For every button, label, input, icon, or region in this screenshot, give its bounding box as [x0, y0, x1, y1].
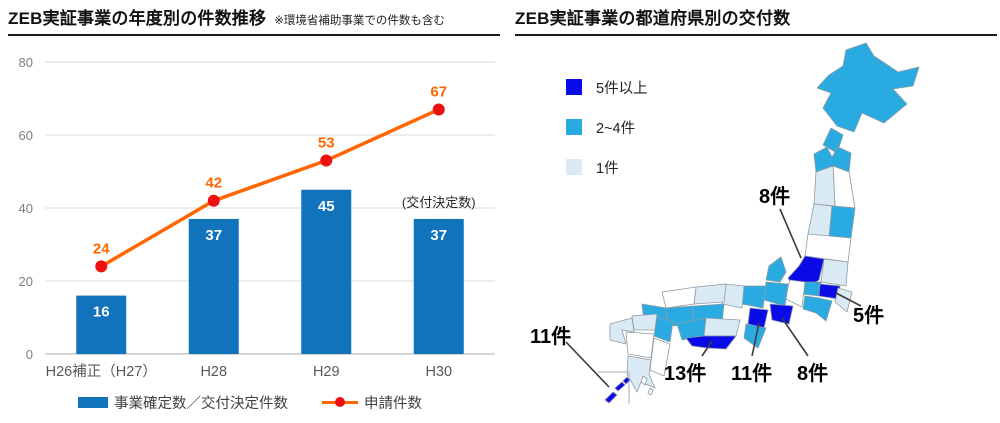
region-hokkaido: [816, 42, 920, 133]
callout-line-tokyo: [835, 292, 862, 307]
line-marker: [207, 194, 220, 207]
region-wakayama-mie: [743, 323, 767, 349]
bar-legend-swatch: [78, 397, 108, 408]
map-panel: ZEB実証事業の都道府県別の交付数: [515, 4, 997, 36]
bar-value-label: 37: [205, 227, 222, 244]
callout-osaka: 11件: [731, 363, 773, 385]
y-axis-tick: 80: [19, 55, 33, 70]
map-legend-row: 5件以上: [566, 78, 648, 97]
bar-H26補正（H27）: [76, 295, 127, 354]
x-axis-label: H26補正（H27）: [46, 363, 157, 380]
right-title-row: ZEB実証事業の都道府県別の交付数: [515, 4, 997, 36]
bar-H30: [413, 218, 464, 354]
legend-item-bars: 事業確定数／交付決定件数: [78, 392, 288, 413]
map-legend-row: 1件: [566, 158, 648, 177]
line-value-label: 53: [318, 135, 335, 152]
right-panel-title: ZEB実証事業の都道府県別の交付数: [515, 9, 791, 28]
region-nagano: [785, 279, 806, 308]
map-legend-row: 2~4件: [566, 118, 648, 137]
bar-legend-label: 事業確定数／交付決定件数: [114, 396, 288, 412]
callout-aichi: 8件: [797, 363, 829, 385]
left-panel-title: ZEB実証事業の年度別の件数推移: [8, 9, 267, 28]
bar-value-label: 45: [318, 198, 335, 215]
region-shimane: [661, 286, 697, 309]
callout-tokyo: 5件: [853, 305, 885, 327]
region-gifu: [763, 281, 789, 307]
region-miyazaki: [649, 337, 671, 377]
region-saga-nagasaki: [609, 317, 635, 345]
region-kanagawa-shizuoka: [802, 295, 833, 322]
region-oita: [653, 315, 674, 343]
line-value-label: 24: [93, 240, 110, 257]
callout-kochi: 13件: [664, 363, 707, 385]
legend-label-2to4: 2~4件: [596, 120, 636, 137]
region-fukuoka: [631, 313, 658, 331]
y-axis-tick: 20: [19, 274, 33, 289]
line-value-label: 42: [205, 175, 222, 192]
trend-chart-panel: ZEB実証事業の年度別の件数推移 ※環境省補助事業での件数も含む: [8, 4, 500, 36]
region-okinawa: [604, 391, 618, 404]
region-shiga-kyoto: [741, 285, 767, 309]
region-okinawa: [614, 381, 626, 392]
region-akita: [813, 165, 836, 207]
line-value-label: 67: [430, 83, 447, 100]
bar-H29: [301, 189, 352, 354]
y-axis-tick: 0: [26, 347, 33, 362]
legend-swatch-2to4: [566, 119, 582, 135]
japan-map-area: 5件以上 2~4件 1件 8件 5件 13件 11件 8件 11件: [510, 36, 1000, 423]
legend-swatch-1: [566, 159, 582, 175]
japan-map: [565, 42, 920, 404]
region-noto-toyama: [765, 256, 787, 283]
line-series: [100, 107, 440, 268]
callout-line-aichi: [781, 317, 809, 357]
x-axis-label: H28: [200, 364, 227, 380]
line-marker: [95, 260, 108, 273]
line-marker: [320, 154, 333, 167]
trend-chart-svg: 0 20 40 60 80 16 H26補正（H27） 37 H28 45 H29 37 H30 (交付決…: [19, 55, 495, 380]
chart-legend: 事業確定数／交付決定件数 申請件数: [0, 392, 500, 413]
bar-value-label: 16: [93, 304, 110, 321]
legend-label-1: 1件: [596, 160, 619, 177]
region-tochigi-ibaraki: [820, 258, 849, 287]
bar-value-label: 37: [430, 227, 447, 244]
region-aichi: [769, 303, 794, 325]
x-axis-label: H29: [313, 364, 340, 380]
callout-line-niigata: [779, 208, 802, 259]
region-kagoshima: [626, 355, 656, 393]
region-iwate: [832, 165, 856, 209]
region-okinawa: [622, 376, 631, 385]
line-legend-marker-icon: [335, 397, 345, 408]
legend-swatch-5plus: [566, 79, 582, 95]
bar-H28: [188, 218, 239, 354]
region-kagoshima-islets: [640, 375, 648, 386]
bar-annotation: (交付決定数): [402, 195, 476, 210]
y-axis-tick: 40: [19, 201, 33, 216]
region-kagoshima-islets: [647, 387, 654, 396]
left-title-row: ZEB実証事業の年度別の件数推移 ※環境省補助事業での件数も含む: [8, 4, 500, 36]
region-miyagi: [828, 205, 856, 239]
line-marker: [432, 103, 445, 116]
callout-line-okinawa: [565, 341, 610, 388]
callout-okinawa: 11件: [530, 326, 572, 348]
line-legend-swatch: [322, 397, 358, 408]
y-axis-tick: 60: [19, 128, 33, 143]
line-legend-label: 申請件数: [364, 396, 422, 412]
okinawa-inset-bracket: [598, 371, 630, 404]
callout-niigata: 8件: [759, 186, 791, 208]
callout-line-osaka: [751, 322, 760, 357]
legend-item-line: 申請件数: [322, 392, 422, 413]
x-axis-label: H30: [425, 364, 452, 380]
region-tottori: [693, 283, 727, 305]
region-yamagata: [807, 203, 833, 239]
legend-label-5plus: 5件以上: [596, 80, 648, 97]
map-legend: 5件以上 2~4件 1件: [566, 78, 648, 198]
region-kumamoto: [625, 331, 655, 359]
region-kagawa-tokushima: [703, 317, 741, 337]
left-panel-note: ※環境省補助事業での件数も含む: [274, 15, 445, 27]
callout-line-kochi: [701, 340, 713, 357]
